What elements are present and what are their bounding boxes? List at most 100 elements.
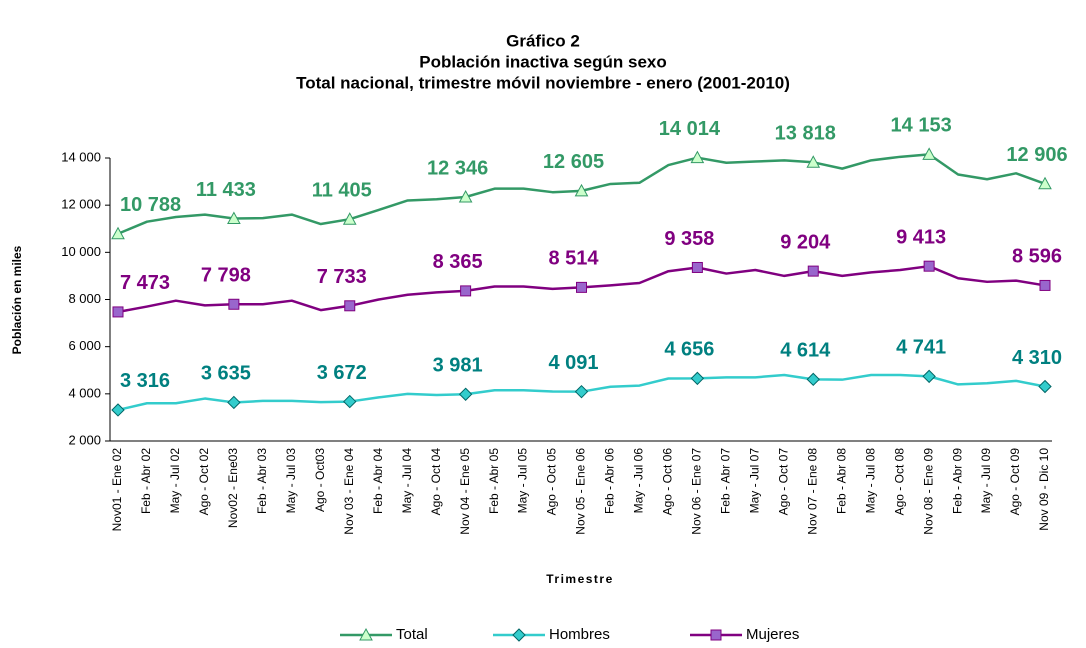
x-tick-label: May - Jul 09 [979, 448, 993, 514]
data-label: 4 310 [1012, 347, 1062, 369]
y-tick-label: 2 000 [68, 432, 101, 447]
data-point [691, 261, 703, 273]
data-point [227, 211, 241, 225]
data-label: 12 605 [543, 151, 604, 173]
data-point [111, 403, 125, 417]
data-point [458, 189, 473, 203]
data-point [1038, 176, 1052, 190]
x-tick-label: Ago - Oct 04 [429, 448, 443, 516]
data-point [111, 226, 125, 240]
data-label: 4 656 [664, 339, 714, 361]
x-axis-title: Trimestre [546, 572, 614, 586]
x-tick-label: Nov01 - Ene 02 [110, 448, 124, 532]
data-point [806, 155, 821, 168]
data-label: 8 596 [1012, 246, 1062, 268]
data-label: 12 906 [1006, 144, 1067, 166]
x-tick-label: Nov 07 - Ene 08 [805, 448, 819, 535]
y-tick-label: 8 000 [68, 291, 101, 306]
x-tick-label: Nov 06 - Ene 07 [690, 448, 704, 535]
y-tick-label: 10 000 [61, 244, 101, 259]
data-label: 8 365 [433, 251, 483, 273]
data-point [1038, 379, 1052, 394]
y-tick-label: 4 000 [68, 385, 101, 400]
x-tick-label: Feb - Abr 08 [834, 448, 848, 514]
chart-title: Total nacional, trimestre móvil noviembr… [296, 73, 790, 92]
data-point [1039, 279, 1051, 291]
data-label: 7 798 [201, 265, 251, 287]
data-label: 4 741 [896, 337, 946, 359]
data-point [344, 300, 356, 312]
legend-label: Hombres [549, 626, 610, 643]
data-label: 9 413 [896, 226, 946, 248]
x-tick-label: Nov 05 - Ene 06 [574, 448, 588, 535]
x-tick-label: May - Jul 08 [863, 448, 877, 514]
data-point [343, 394, 357, 409]
data-label: 14 153 [891, 115, 952, 137]
data-point [690, 150, 705, 164]
data-label: 4 614 [780, 340, 831, 362]
data-point [807, 265, 819, 277]
data-label: 9 358 [664, 228, 714, 250]
data-label: 14 014 [659, 118, 721, 140]
data-label: 3 635 [201, 363, 251, 385]
x-tick-label: May - Jul 05 [516, 448, 530, 514]
data-label: 7 733 [317, 266, 367, 288]
data-point [922, 369, 936, 384]
x-tick-label: Ago - Oct 06 [661, 448, 675, 516]
data-label: 9 204 [780, 231, 831, 253]
data-point [923, 260, 935, 272]
x-tick-label: May - Jul 07 [747, 448, 761, 514]
x-tick-label: Feb - Abr 02 [139, 448, 153, 514]
x-tick-label: May - Jul 03 [284, 448, 298, 514]
data-label: 13 818 [775, 123, 836, 145]
data-point [458, 387, 473, 401]
data-point [227, 395, 241, 410]
x-tick-label: Ago - Oct 07 [776, 448, 790, 516]
y-axis-title: Población en miles [10, 245, 24, 354]
data-label: 3 672 [317, 362, 367, 384]
legend-marker [512, 628, 526, 642]
data-label: 4 091 [548, 352, 598, 374]
data-label: 3 316 [120, 370, 170, 392]
data-point [112, 306, 124, 318]
data-label: 3 981 [433, 355, 483, 377]
x-tick-label: Ago - Oct 08 [892, 448, 906, 516]
x-tick-label: Ago - Oct 02 [197, 448, 211, 516]
data-point [690, 371, 705, 386]
data-label: 7 473 [120, 272, 170, 294]
data-point [922, 147, 936, 160]
x-tick-label: Nov 03 - Ene 04 [342, 448, 356, 535]
legend-marker [359, 627, 373, 641]
data-point [460, 285, 472, 297]
y-tick-label: 14 000 [61, 149, 101, 164]
chart-title: Población inactiva según sexo [419, 52, 667, 71]
legend-label: Mujeres [746, 626, 799, 643]
x-tick-label: Ago - Oct 05 [545, 448, 559, 516]
data-point [576, 281, 587, 293]
data-label: 11 405 [312, 179, 372, 201]
x-tick-label: Feb - Abr 04 [371, 448, 385, 514]
legend-marker [710, 629, 722, 641]
data-point [228, 298, 240, 310]
legend-label: Total [396, 626, 428, 643]
x-tick-label: Nov 04 - Ene 05 [458, 448, 472, 535]
data-label: 12 346 [427, 157, 488, 179]
x-tick-label: May - Jul 04 [400, 448, 414, 514]
chart-title: Gráfico 2 [506, 31, 580, 50]
x-tick-label: Feb - Abr 09 [950, 448, 964, 514]
data-point [574, 384, 589, 399]
x-tick-label: May - Jul 02 [168, 448, 182, 514]
data-label: 8 514 [548, 248, 599, 270]
x-tick-label: Nov 08 - Ene 09 [921, 448, 935, 535]
x-tick-label: Feb - Abr 07 [719, 448, 733, 514]
x-tick-label: Feb - Abr 03 [255, 448, 269, 514]
data-point [806, 372, 820, 387]
x-tick-label: Feb - Abr 06 [603, 448, 617, 514]
x-tick-label: Ago - Oct 09 [1008, 448, 1022, 516]
y-tick-label: 12 000 [61, 197, 101, 212]
data-label: 10 788 [120, 194, 181, 216]
x-tick-label: Ago - Oct03 [313, 448, 327, 512]
data-label: 11 433 [196, 179, 256, 201]
x-tick-label: Feb - Abr 05 [487, 448, 501, 514]
